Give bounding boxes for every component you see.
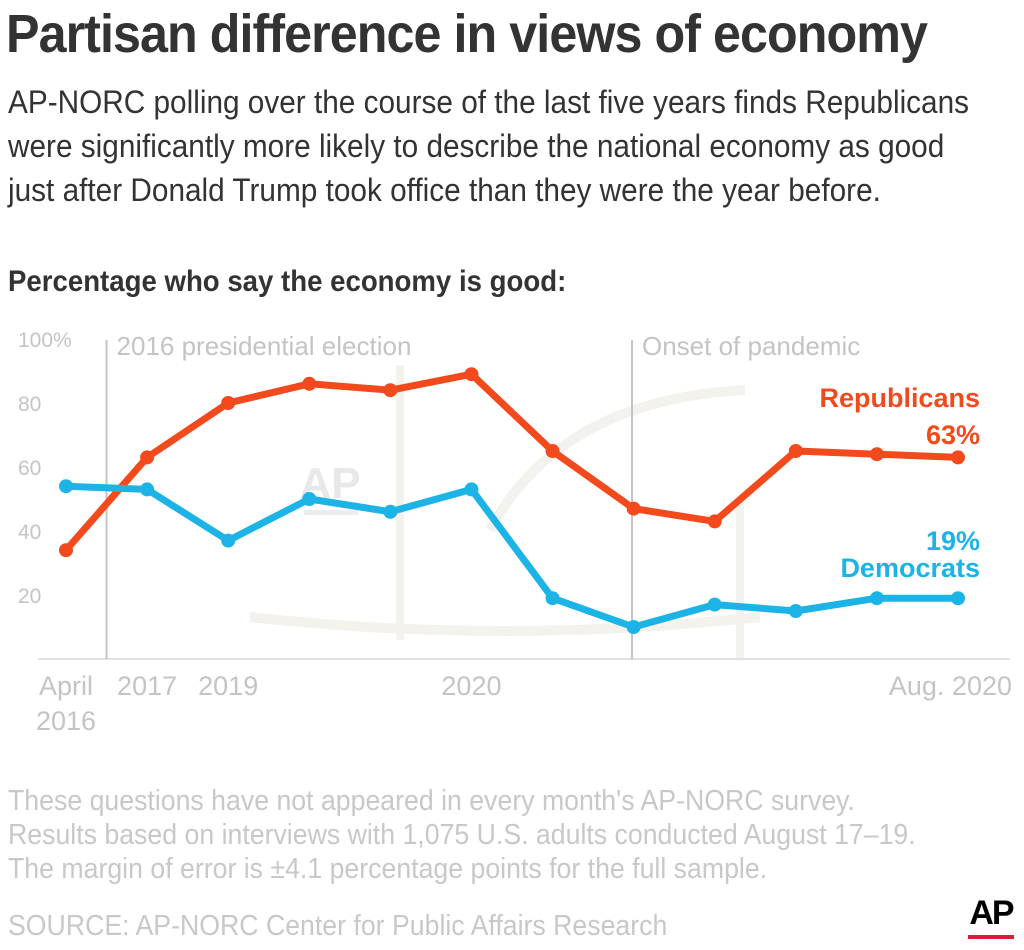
data-point-republicans [59, 543, 73, 558]
series-name-label: Democrats [840, 553, 980, 583]
event-label: Onset of pandemic [642, 331, 860, 361]
series-end-labels: Republicans 63% 19%Democrats [819, 383, 980, 583]
series-value-label: 19% [926, 526, 980, 556]
note-line: These questions have not appeared in eve… [8, 785, 855, 817]
series-name-label: Republicans [819, 383, 980, 413]
y-tick-label: 40 [18, 521, 41, 544]
data-point-democrats [626, 620, 641, 634]
watermark-underline [304, 510, 358, 515]
series-lines [59, 367, 965, 634]
data-point-republicans [383, 383, 398, 398]
line-chart: AP 100% 80 60 40 20 2016 presidential electi… [18, 329, 1012, 736]
series-line-democrats [62, 482, 962, 631]
chart-subtitle: AP-NORC polling over the course of the l… [8, 84, 970, 208]
data-point-republicans [869, 447, 884, 462]
series-republicans [59, 367, 965, 558]
data-point-republicans [464, 367, 479, 382]
y-axis-grid: 100% 80 60 40 20 [18, 329, 1010, 660]
x-axis-ticks: April 2016 2017 2019 2020 Aug. 2020 [36, 671, 1012, 736]
y-tick-label: 60 [18, 457, 41, 480]
x-tick-label: April 2016 [36, 671, 96, 736]
data-point-democrats [788, 604, 803, 618]
data-point-democrats [59, 479, 73, 494]
data-point-democrats [464, 482, 479, 497]
x-tick-label: 2020 [441, 671, 501, 701]
x-tick-label: 2017 [117, 671, 177, 701]
data-point-democrats [951, 591, 965, 606]
x-tick-label: 2019 [198, 671, 258, 701]
note-line: Results based on interviews with 1,075 U… [8, 819, 916, 851]
watermark-graphic: AP [249, 365, 761, 660]
methodology-note: These questions have not appeared in eve… [8, 784, 1011, 886]
ap-logo-bar [968, 935, 1014, 939]
ap-logo: AP [968, 894, 1015, 939]
event-label: 2016 presidential election [117, 331, 412, 361]
event-markers: 2016 presidential election Onset of pande… [105, 331, 860, 659]
series-value-label: 63% [926, 420, 980, 450]
x-tick-label: Aug. 2020 [889, 671, 1012, 701]
data-point-democrats [707, 597, 722, 612]
data-point-republicans [302, 376, 317, 391]
ap-logo-text: AP [969, 894, 1014, 932]
data-point-democrats [869, 591, 884, 606]
series-line-republicans [62, 370, 962, 554]
y-tick-label: 20 [18, 585, 41, 608]
data-point-republicans [140, 450, 155, 465]
data-point-republicans [545, 444, 560, 458]
data-point-democrats [302, 492, 317, 506]
y-tick-label: 100% [18, 329, 72, 352]
data-point-democrats [383, 504, 398, 519]
y-tick-label: 80 [18, 393, 41, 416]
chart-title: Partisan difference in views of economy [6, 4, 928, 64]
data-point-republicans [951, 450, 965, 465]
series-democrats [59, 479, 965, 634]
chart-heading: Percentage who say the economy is good: [8, 265, 567, 298]
source-credit: SOURCE: AP-NORC Center for Public Affair… [8, 910, 668, 942]
note-line: The margin of error is ±4.1 percentage p… [8, 853, 768, 885]
data-point-republicans [221, 396, 236, 410]
data-point-republicans [707, 514, 722, 529]
data-point-democrats [140, 482, 155, 497]
data-point-democrats [545, 591, 560, 606]
data-point-democrats [221, 533, 236, 548]
data-point-republicans [626, 501, 641, 516]
data-point-republicans [788, 444, 803, 458]
